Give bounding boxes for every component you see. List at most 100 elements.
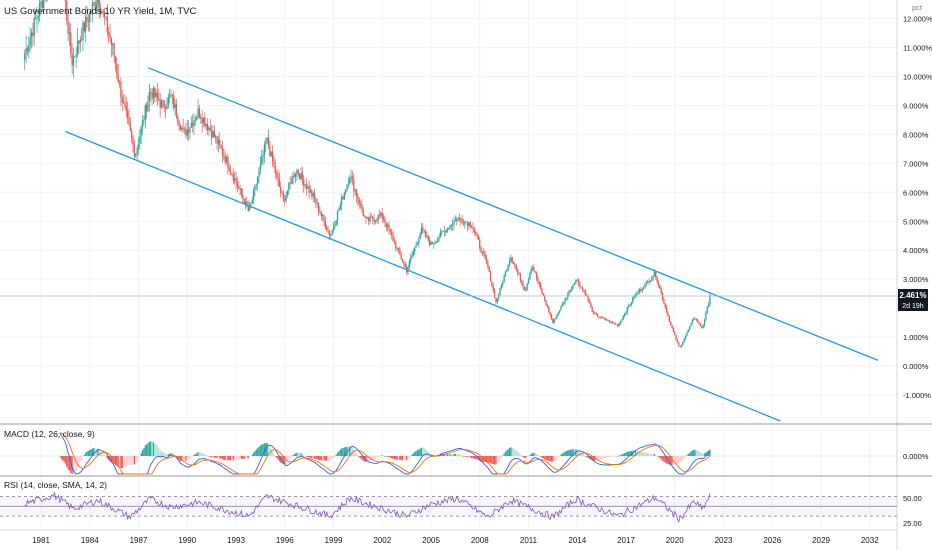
candle-body (121, 97, 123, 103)
candle-body (258, 170, 260, 178)
macd-histogram-bar (227, 456, 229, 461)
candle-body (224, 156, 226, 163)
candle-body (447, 228, 450, 230)
candle-body (656, 277, 658, 282)
macd-histogram-bar (228, 456, 230, 461)
macd-histogram-bar (587, 456, 589, 458)
time-tick-label: 2029 (812, 536, 830, 545)
macd-histogram-bar (663, 456, 665, 462)
candle-body (194, 119, 197, 121)
candle-body (154, 88, 156, 97)
macd-histogram-bar (68, 456, 71, 471)
macd-histogram-bar (607, 456, 609, 458)
price-axis[interactable]: 12.000% 11.000% 10.000% 9.000% 8.000% 7.000% 6… (903, 15, 932, 400)
macd-histogram-bar (309, 456, 312, 458)
macd-histogram-bar (242, 456, 244, 459)
candle-body (124, 101, 126, 107)
macd-histogram-bar (492, 456, 494, 465)
candle-body (428, 240, 431, 245)
macd-histogram-bar (72, 456, 75, 474)
candle-body (72, 56, 75, 66)
macd-histogram-bar (456, 453, 458, 456)
macd-histogram-bar (675, 456, 677, 465)
candle-body (289, 182, 291, 184)
candle-body (376, 220, 378, 221)
macd-histogram-bar (544, 456, 546, 460)
macd-histogram-bar (91, 448, 94, 456)
candle-body (483, 251, 485, 255)
candle-body (255, 183, 257, 186)
candle-body (301, 172, 304, 180)
candle-body (653, 271, 656, 277)
candle-body (120, 81, 122, 98)
candle-body (271, 151, 274, 161)
candle-body (683, 338, 685, 343)
macd-histogram-bar (102, 454, 104, 456)
candle-body (665, 307, 668, 313)
candle-body (663, 299, 665, 304)
macd-histogram-bar (316, 456, 318, 460)
time-tick-label: 2011 (520, 536, 538, 545)
macd-histogram-bar (235, 456, 237, 460)
candle-body (102, 11, 104, 13)
candle-body (401, 259, 404, 263)
channel-line-lower[interactable] (65, 130, 781, 422)
macd-histogram-bar (351, 448, 354, 456)
price-tick-label: 6.000% (903, 188, 929, 197)
macd-histogram-bar (376, 456, 378, 459)
candle-body (389, 229, 392, 232)
candle-body (583, 289, 585, 292)
macd-histogram-bar (89, 449, 91, 456)
candle-body (182, 127, 184, 129)
candle-body (266, 137, 268, 144)
candle-body (554, 318, 557, 320)
macd-histogram-bar (545, 456, 547, 461)
macd-histogram-bar (335, 454, 337, 456)
candle-body (327, 229, 329, 231)
candle-body (493, 290, 496, 299)
candle-body (370, 216, 373, 218)
candle-body (359, 203, 362, 205)
candle-body (179, 125, 182, 130)
candle-body (456, 219, 458, 221)
candle-body (108, 32, 110, 36)
candle-body (415, 244, 417, 248)
candle-body (527, 279, 530, 284)
macd-histogram-bar (66, 456, 68, 467)
candle-body (238, 186, 240, 189)
candle-body (473, 229, 475, 232)
macd-histogram-bar (305, 456, 308, 457)
macd-histogram-bar (334, 456, 336, 457)
macd-histogram-bar (423, 448, 425, 456)
candle-body (461, 219, 463, 224)
candle-body (469, 222, 471, 227)
candle-body (378, 215, 381, 217)
macd-histogram-bar (97, 448, 99, 456)
candle-body (64, 0, 67, 2)
macd-histogram-bar (445, 454, 447, 456)
macd-histogram-bar (85, 452, 87, 456)
channel-lines[interactable] (65, 67, 879, 422)
macd-histogram-bar (328, 456, 331, 461)
channel-line-upper[interactable] (148, 67, 879, 361)
macd-histogram-bar (380, 455, 382, 457)
time-axis[interactable]: 1981 1984 1987 1990 1993 1996 1999 2002 2005 2008… (32, 536, 879, 545)
macd-histogram-bar (569, 449, 572, 456)
macd-signal-line (59, 432, 711, 475)
macd-histogram-bar (683, 456, 685, 459)
macd-histogram-bar (181, 456, 183, 462)
macd-histogram-bar (332, 456, 335, 458)
candle-body (387, 224, 389, 228)
macd-histogram-bar (661, 456, 664, 461)
macd-histogram-bar (276, 456, 278, 458)
macd-histogram-bar (449, 453, 451, 456)
candle-body (219, 139, 221, 145)
candle-body (160, 100, 163, 108)
macd-histogram-bar (406, 456, 408, 461)
candle-body (132, 138, 134, 145)
macd-histogram-bar (568, 449, 570, 456)
macd-histogram-bar (123, 456, 125, 468)
candle-body (261, 156, 263, 164)
macd-pane (0, 432, 897, 475)
